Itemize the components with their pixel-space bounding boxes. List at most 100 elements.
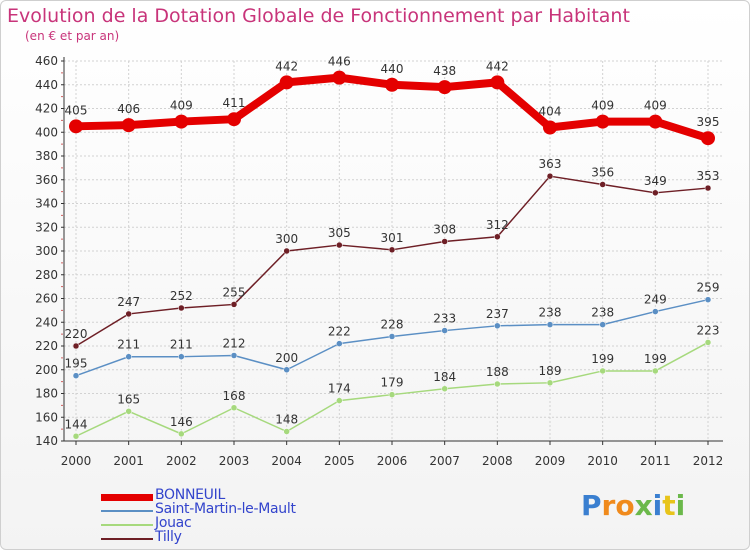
data-label-bonneuil: 405 xyxy=(65,103,88,117)
data-label-jouac: 189 xyxy=(539,364,562,378)
y-tick-label: 340 xyxy=(35,197,58,211)
data-point-saint-martin-le-mault xyxy=(494,322,501,330)
data-point-bonneuil xyxy=(648,114,663,129)
y-tick-label: 440 xyxy=(35,78,58,92)
data-label-saint-martin-le-mault: 195 xyxy=(65,357,88,371)
data-label-bonneuil: 409 xyxy=(644,99,667,113)
legend-swatch xyxy=(101,524,153,526)
data-point-bonneuil xyxy=(385,77,399,92)
data-label-tilly: 356 xyxy=(591,166,614,180)
data-point-saint-martin-le-mault xyxy=(125,353,132,360)
logo-letter: i xyxy=(675,489,686,522)
y-tick-label: 160 xyxy=(35,410,58,424)
legend-label: Jouac xyxy=(155,515,192,531)
chart-title: Evolution de la Dotation Globale de Fonc… xyxy=(7,5,630,27)
x-tick-label: 2000 xyxy=(61,454,92,468)
data-label-bonneuil: 409 xyxy=(170,99,193,113)
data-label-saint-martin-le-mault: 233 xyxy=(433,312,456,326)
data-point-bonneuil xyxy=(332,70,347,85)
y-tick-label: 240 xyxy=(35,315,58,329)
series-layer xyxy=(69,70,715,440)
data-label-tilly: 300 xyxy=(275,232,298,246)
data-label-bonneuil: 442 xyxy=(486,59,509,73)
data-point-tilly xyxy=(72,342,80,350)
data-point-tilly xyxy=(546,172,554,180)
data-point-tilly xyxy=(652,189,659,197)
x-tick-label: 2010 xyxy=(587,454,618,468)
x-tick-label: 2004 xyxy=(271,454,302,468)
data-label-saint-martin-le-mault: 212 xyxy=(223,337,246,351)
data-point-bonneuil xyxy=(543,120,557,135)
data-label-bonneuil: 442 xyxy=(275,59,298,73)
x-tick-label: 2003 xyxy=(219,454,250,468)
data-label-jouac: 144 xyxy=(65,417,88,431)
data-label-bonneuil: 438 xyxy=(433,64,456,78)
y-tick-label: 320 xyxy=(35,220,58,234)
y-tick-label: 460 xyxy=(35,54,58,68)
y-tick-label: 380 xyxy=(35,149,58,163)
data-label-saint-martin-le-mault: 211 xyxy=(117,338,140,352)
logo-letter: t xyxy=(662,489,676,522)
data-label-tilly: 252 xyxy=(170,289,193,303)
data-point-bonneuil xyxy=(701,131,715,146)
data-label-saint-martin-le-mault: 228 xyxy=(381,318,404,332)
data-point-tilly xyxy=(704,184,712,192)
legend-label: Saint-Martin-le-Mault xyxy=(155,501,296,517)
data-label-tilly: 312 xyxy=(486,218,509,232)
data-label-bonneuil: 404 xyxy=(539,105,562,119)
x-tick-label: 2008 xyxy=(482,454,513,468)
legend-swatch xyxy=(101,510,153,512)
series-saint-martin-le-mault xyxy=(72,296,712,379)
data-labels: 195 211 211 212 200 222 228 233 237 238 238 249 259 1… xyxy=(65,55,720,432)
data-label-tilly: 305 xyxy=(328,226,351,240)
data-point-jouac xyxy=(336,397,343,404)
x-tick-label: 2005 xyxy=(324,454,355,468)
data-point-saint-martin-le-mault xyxy=(283,366,290,373)
data-label-jouac: 148 xyxy=(275,413,298,427)
legend-label: Tilly xyxy=(155,529,182,545)
data-label-jouac: 199 xyxy=(591,352,614,366)
data-point-tilly xyxy=(178,304,185,312)
y-tick-label: 200 xyxy=(35,363,58,377)
data-point-bonneuil xyxy=(69,119,83,134)
data-label-bonneuil: 409 xyxy=(591,99,614,113)
data-label-saint-martin-le-mault: 200 xyxy=(275,351,298,365)
data-label-jouac: 188 xyxy=(486,365,509,379)
axes: 140 160 180 200 220 240 260 280 300 320 340 360 380 4… xyxy=(35,54,723,468)
x-tick-label: 2009 xyxy=(535,454,566,468)
data-label-saint-martin-le-mault: 249 xyxy=(644,293,667,307)
y-tick-label: 180 xyxy=(35,387,58,401)
y-tick-label: 260 xyxy=(35,292,58,306)
legend-swatch xyxy=(101,538,153,540)
x-tick-label: 2007 xyxy=(429,454,460,468)
data-point-bonneuil xyxy=(490,75,505,90)
logo-letter: o xyxy=(615,489,635,522)
data-label-bonneuil: 440 xyxy=(381,62,404,76)
data-point-bonneuil xyxy=(595,114,610,129)
data-label-saint-martin-le-mault: 238 xyxy=(539,306,562,320)
y-tick-label: 420 xyxy=(35,102,58,116)
data-point-saint-martin-le-mault xyxy=(441,327,448,334)
data-point-tilly xyxy=(388,246,396,254)
y-tick-label: 300 xyxy=(35,244,58,258)
logo-letter: x xyxy=(634,489,653,522)
data-label-jouac: 179 xyxy=(381,376,404,390)
data-point-jouac xyxy=(441,385,448,392)
legend-label: BONNEUIL xyxy=(155,487,225,503)
data-point-saint-martin-le-mault xyxy=(336,340,343,347)
data-point-saint-martin-le-mault xyxy=(652,308,659,315)
data-point-jouac xyxy=(599,367,606,375)
data-label-jouac: 184 xyxy=(433,370,456,384)
series-jouac xyxy=(72,339,712,440)
logo-letter: i xyxy=(652,489,663,522)
data-point-jouac xyxy=(388,391,396,398)
data-label-jouac: 165 xyxy=(117,392,140,406)
data-label-tilly: 353 xyxy=(697,169,720,183)
data-point-saint-martin-le-mault xyxy=(599,321,606,328)
data-point-bonneuil xyxy=(279,75,294,90)
series-tilly xyxy=(72,172,712,350)
data-label-jouac: 174 xyxy=(328,382,351,396)
x-tick-label: 2011 xyxy=(640,454,671,468)
legend-swatch xyxy=(101,493,153,501)
